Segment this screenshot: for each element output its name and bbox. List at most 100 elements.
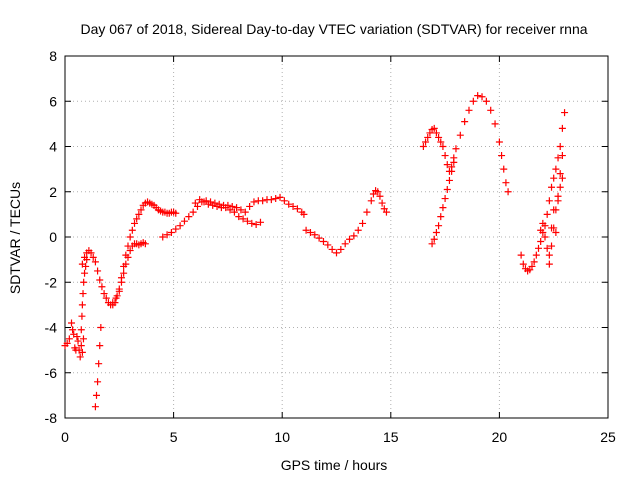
plot-frame <box>64 55 609 419</box>
data-point <box>69 326 77 334</box>
data-point <box>191 199 199 207</box>
data-point <box>552 165 560 173</box>
data-point <box>293 205 301 213</box>
data-point <box>530 258 538 266</box>
data-point <box>115 287 123 295</box>
data-point <box>276 193 284 201</box>
data-point <box>548 242 556 250</box>
data-point <box>259 197 267 205</box>
data-point <box>419 143 427 150</box>
data-point <box>124 253 132 261</box>
x-axis-label: GPS time / hours <box>281 457 388 473</box>
series-arc6 <box>302 187 390 257</box>
data-point <box>97 324 105 331</box>
data-point <box>311 231 319 239</box>
x-tick-label: 25 <box>600 429 616 445</box>
data-point <box>469 97 477 105</box>
data-point <box>543 244 551 252</box>
data-point <box>94 378 102 386</box>
data-points <box>61 92 569 411</box>
data-point <box>435 222 443 230</box>
data-point <box>363 208 371 216</box>
data-point <box>78 260 86 268</box>
data-point <box>81 269 89 277</box>
data-point <box>376 192 384 200</box>
data-point <box>482 97 490 105</box>
data-point <box>456 131 464 139</box>
data-point <box>80 278 88 286</box>
series-arc7b <box>428 158 458 248</box>
data-point <box>95 360 103 368</box>
data-point <box>558 152 566 160</box>
data-point <box>100 290 108 298</box>
data-point <box>439 143 447 150</box>
data-point <box>285 200 293 208</box>
data-point <box>543 210 551 218</box>
data-point <box>102 294 110 302</box>
y-tick-labels: -8 -6 -4 -2 0 2 4 6 8 <box>45 48 58 426</box>
data-point <box>133 215 141 223</box>
series-arc4 <box>91 324 105 411</box>
data-point <box>250 198 258 206</box>
data-point <box>430 235 438 243</box>
y-tick-label: 2 <box>49 184 57 200</box>
data-point <box>554 192 562 200</box>
data-point <box>556 183 564 191</box>
data-point <box>556 170 564 178</box>
data-point <box>302 226 310 234</box>
data-point <box>63 339 71 347</box>
data-point <box>517 251 525 259</box>
data-point <box>248 219 256 227</box>
data-point <box>78 348 86 356</box>
data-point <box>378 199 386 207</box>
data-point <box>65 335 73 343</box>
axis-ticks <box>64 55 609 419</box>
data-point <box>91 403 99 411</box>
data-point <box>131 219 139 227</box>
data-point <box>289 202 297 210</box>
series-arc7 <box>419 92 512 196</box>
y-tick-label: 4 <box>49 139 57 155</box>
data-point <box>437 213 445 221</box>
data-point <box>180 217 188 225</box>
data-point <box>267 196 275 204</box>
data-point <box>528 262 536 270</box>
data-point <box>189 208 197 216</box>
data-point <box>548 183 556 191</box>
data-point <box>424 133 432 141</box>
data-point <box>519 260 527 268</box>
x-tick-labels: 0 5 10 15 20 25 <box>61 429 616 445</box>
data-point <box>98 283 106 291</box>
data-point <box>432 129 440 137</box>
x-tick-label: 10 <box>274 429 290 445</box>
y-axis-label: SDTVAR / TECUs <box>7 182 23 294</box>
data-point <box>137 206 145 214</box>
data-point <box>122 260 130 268</box>
series-arc2 <box>77 256 91 334</box>
data-point <box>354 226 362 234</box>
data-point <box>337 245 345 253</box>
data-point <box>541 233 549 241</box>
data-point <box>443 161 451 169</box>
data-point <box>272 195 280 203</box>
series-arc8c <box>545 174 566 268</box>
data-point <box>159 233 167 241</box>
data-point <box>545 251 553 259</box>
data-point <box>87 249 95 257</box>
data-point <box>552 228 560 236</box>
data-point <box>280 197 288 205</box>
data-point <box>324 241 332 249</box>
y-tick-label: 8 <box>49 48 57 64</box>
data-point <box>196 196 204 204</box>
data-point <box>246 202 254 210</box>
y-tick-label: -6 <box>45 365 58 381</box>
data-point <box>239 215 247 223</box>
data-point <box>537 238 545 246</box>
data-point <box>126 247 134 255</box>
data-point <box>437 138 445 146</box>
data-point <box>328 245 336 253</box>
x-tick-label: 5 <box>170 429 178 445</box>
data-point <box>341 240 349 248</box>
data-point <box>167 228 175 236</box>
